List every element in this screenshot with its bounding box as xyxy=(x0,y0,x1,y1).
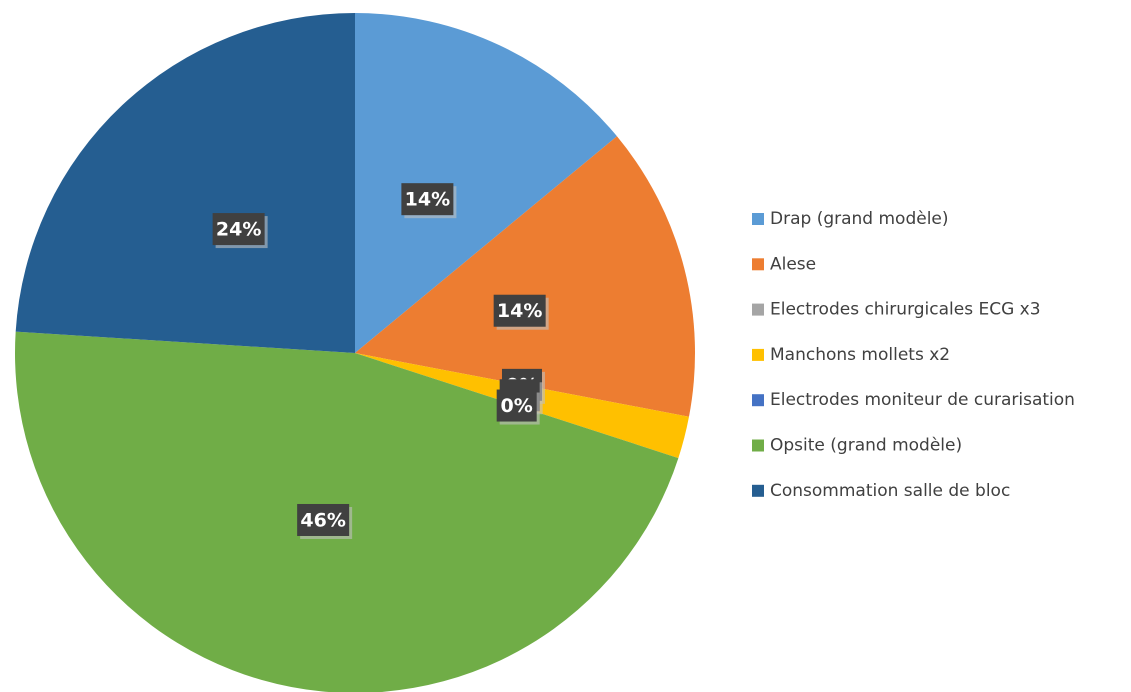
pie-slice xyxy=(355,13,617,353)
label-box xyxy=(496,389,537,422)
data-label: 24% xyxy=(216,219,261,241)
legend-swatch xyxy=(752,258,764,271)
legend-label: Electrodes moniteur de curarisation xyxy=(770,390,1075,410)
legend-swatch xyxy=(752,213,764,225)
label-box xyxy=(401,183,454,216)
legend-label: Opsite (grand modèle) xyxy=(770,436,962,456)
legend-swatch xyxy=(752,394,764,407)
legend-label: Manchons mollets x2 xyxy=(770,345,950,365)
legend-swatch xyxy=(752,303,764,316)
legend-label: Alese xyxy=(770,254,816,274)
label-box xyxy=(297,503,350,536)
data-label: 0% xyxy=(501,395,533,417)
data-label: 14% xyxy=(405,189,450,211)
data-label: 14% xyxy=(497,300,542,322)
legend-swatch xyxy=(752,439,764,452)
pie-slice xyxy=(355,136,695,417)
legend-label: Drap (grand modèle) xyxy=(770,209,949,229)
legend-label: Consommation salle de bloc xyxy=(770,481,1010,501)
label-box xyxy=(493,294,546,327)
data-label: 46% xyxy=(300,509,345,531)
pie-slice xyxy=(15,13,356,353)
legend-swatch xyxy=(752,484,764,497)
legend-label: Electrodes chirurgicales ECG x3 xyxy=(770,300,1041,320)
legend-swatch xyxy=(752,348,764,361)
label-box xyxy=(212,213,265,246)
